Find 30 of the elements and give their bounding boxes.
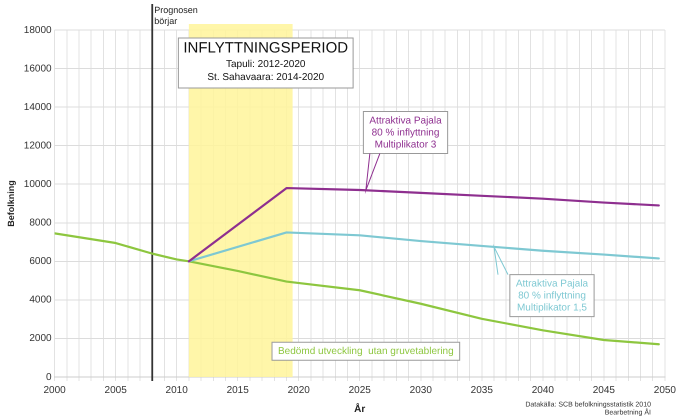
y-tick-label: 18000 [24, 24, 52, 36]
y-tick-label: 14000 [24, 102, 52, 113]
y-tick-label: 12000 [24, 140, 52, 152]
x-tick-label: 2030 [410, 384, 432, 396]
x-tick-label: 2035 [470, 384, 494, 396]
text: Attraktiva Pajala 80 % inflyttning Multiplikator 3 [369, 115, 442, 150]
x-tick-label: 2020 [288, 384, 310, 396]
y-tick-label: 16000 [24, 63, 52, 74]
x-tick-label: 2045 [592, 384, 616, 396]
x-tick-label: 2010 [166, 384, 188, 396]
x-axis-title: År [354, 402, 366, 415]
x-tick-label: 2050 [654, 384, 676, 396]
y-tick-label: 10000 [24, 178, 52, 190]
text: Bedömd utveckling utan gruvetablering [278, 346, 454, 358]
x-tick-label: 2025 [348, 384, 372, 396]
y-tick-label: 4000 [29, 294, 52, 306]
ref-line-label: Prognosen börjar [154, 4, 198, 26]
band-label: INFLYTTNINGSPERIOD [183, 40, 348, 57]
text: Attraktiva Pajala 80 % inflyttning Multiplikator 1,5 [516, 278, 589, 314]
y-tick-label: 2000 [29, 333, 52, 344]
y-tick-label: 0 [46, 372, 52, 383]
annotation: Tapuli: 2012-2020 [226, 58, 306, 70]
y-tick-label: 6000 [29, 256, 52, 268]
y-tick-label: 8000 [29, 218, 52, 229]
x-tick-label: 2015 [226, 384, 250, 396]
annotation: St. Sahavaara: 2014-2020 [207, 72, 325, 83]
y-axis-title: Befolkning [6, 180, 16, 227]
x-tick-label: 2005 [104, 384, 128, 396]
x-tick-label: 2000 [43, 384, 66, 396]
x-tick-label: 2040 [532, 384, 554, 396]
